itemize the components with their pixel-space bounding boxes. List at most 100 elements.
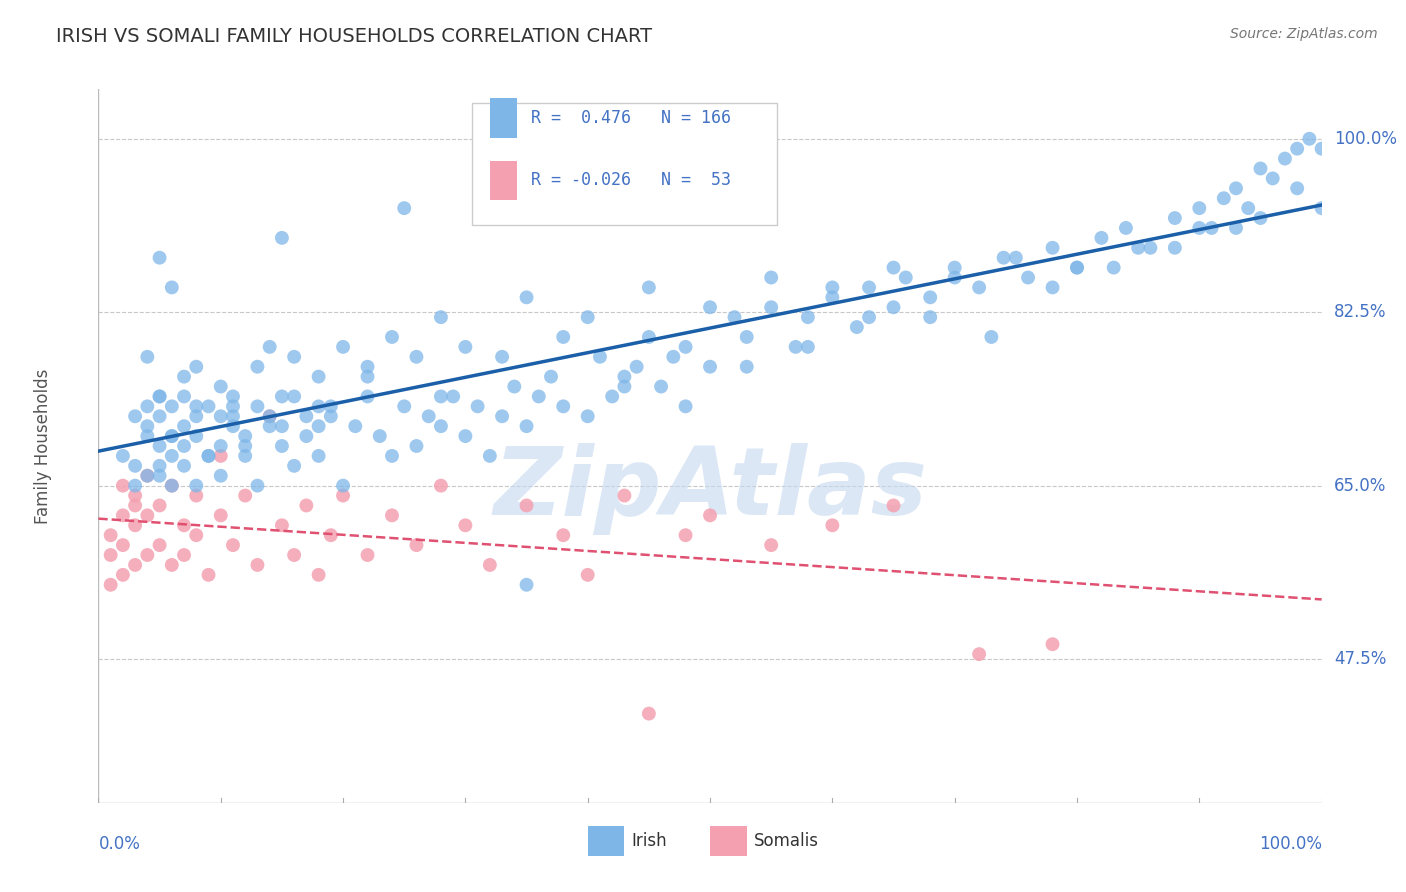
- Point: [259, 409, 281, 424]
- Point: [821, 290, 844, 304]
- Point: [1188, 201, 1211, 215]
- Point: [1042, 241, 1064, 255]
- Point: [943, 260, 966, 275]
- Point: [111, 508, 134, 523]
- Point: [576, 310, 599, 325]
- Point: [894, 270, 917, 285]
- Point: [209, 508, 232, 523]
- Point: [186, 528, 208, 542]
- Point: [209, 439, 232, 453]
- Point: [270, 231, 294, 245]
- Point: [478, 449, 501, 463]
- Point: [209, 379, 232, 393]
- Point: [613, 379, 636, 393]
- FancyBboxPatch shape: [489, 98, 517, 137]
- Point: [1066, 260, 1088, 275]
- Point: [797, 310, 820, 325]
- Point: [149, 499, 172, 513]
- Point: [1286, 181, 1309, 195]
- Point: [491, 350, 513, 364]
- Point: [735, 359, 758, 374]
- Point: [160, 478, 183, 492]
- Point: [319, 528, 342, 542]
- Point: [149, 439, 172, 453]
- Point: [1212, 191, 1234, 205]
- Text: Source: ZipAtlas.com: Source: ZipAtlas.com: [1230, 27, 1378, 41]
- Point: [540, 369, 562, 384]
- Point: [381, 330, 404, 344]
- Point: [1237, 201, 1260, 215]
- Point: [124, 518, 146, 533]
- Point: [920, 310, 942, 325]
- Point: [136, 508, 159, 523]
- Point: [149, 409, 172, 424]
- Point: [405, 538, 427, 552]
- Point: [124, 458, 146, 473]
- Point: [149, 389, 172, 403]
- Point: [136, 429, 159, 443]
- Point: [270, 518, 294, 533]
- FancyBboxPatch shape: [489, 161, 517, 200]
- Point: [197, 449, 219, 463]
- Point: [381, 508, 404, 523]
- Text: 47.5%: 47.5%: [1334, 650, 1386, 668]
- Text: 0.0%: 0.0%: [98, 835, 141, 853]
- Point: [821, 280, 844, 294]
- Point: [308, 400, 330, 414]
- Point: [160, 429, 183, 443]
- Point: [467, 400, 489, 414]
- Point: [100, 548, 122, 562]
- Point: [233, 429, 256, 443]
- Point: [197, 400, 219, 414]
- FancyBboxPatch shape: [710, 826, 747, 856]
- Point: [650, 379, 672, 393]
- Point: [111, 538, 134, 552]
- Text: 100.0%: 100.0%: [1258, 835, 1322, 853]
- Point: [356, 369, 378, 384]
- Point: [478, 558, 501, 572]
- Point: [149, 468, 172, 483]
- Point: [553, 330, 575, 344]
- Point: [1310, 201, 1333, 215]
- Point: [1042, 280, 1064, 294]
- Point: [761, 538, 783, 552]
- Point: [136, 419, 159, 434]
- Point: [197, 449, 219, 463]
- Point: [173, 439, 195, 453]
- Point: [259, 419, 281, 434]
- Point: [699, 508, 721, 523]
- Text: IRISH VS SOMALI FAMILY HOUSEHOLDS CORRELATION CHART: IRISH VS SOMALI FAMILY HOUSEHOLDS CORREL…: [56, 27, 652, 45]
- Point: [883, 499, 905, 513]
- Point: [515, 499, 537, 513]
- Point: [173, 419, 195, 434]
- Point: [186, 400, 208, 414]
- Point: [699, 300, 721, 314]
- Text: Somalis: Somalis: [754, 832, 820, 850]
- Point: [222, 419, 245, 434]
- Point: [160, 478, 183, 492]
- Point: [136, 400, 159, 414]
- Point: [149, 538, 172, 552]
- Point: [1188, 221, 1211, 235]
- Point: [1286, 142, 1309, 156]
- Point: [197, 567, 219, 582]
- Point: [160, 449, 183, 463]
- Point: [675, 340, 697, 354]
- Point: [356, 359, 378, 374]
- Point: [1298, 132, 1320, 146]
- Point: [246, 558, 269, 572]
- Point: [124, 478, 146, 492]
- Point: [392, 400, 416, 414]
- Point: [319, 409, 342, 424]
- Point: [136, 468, 159, 483]
- Text: Family Households: Family Households: [34, 368, 52, 524]
- Point: [613, 489, 636, 503]
- Point: [308, 449, 330, 463]
- Point: [430, 419, 453, 434]
- Point: [295, 429, 318, 443]
- Point: [1042, 637, 1064, 651]
- Point: [515, 578, 537, 592]
- Point: [980, 330, 1002, 344]
- Point: [283, 350, 305, 364]
- Point: [124, 558, 146, 572]
